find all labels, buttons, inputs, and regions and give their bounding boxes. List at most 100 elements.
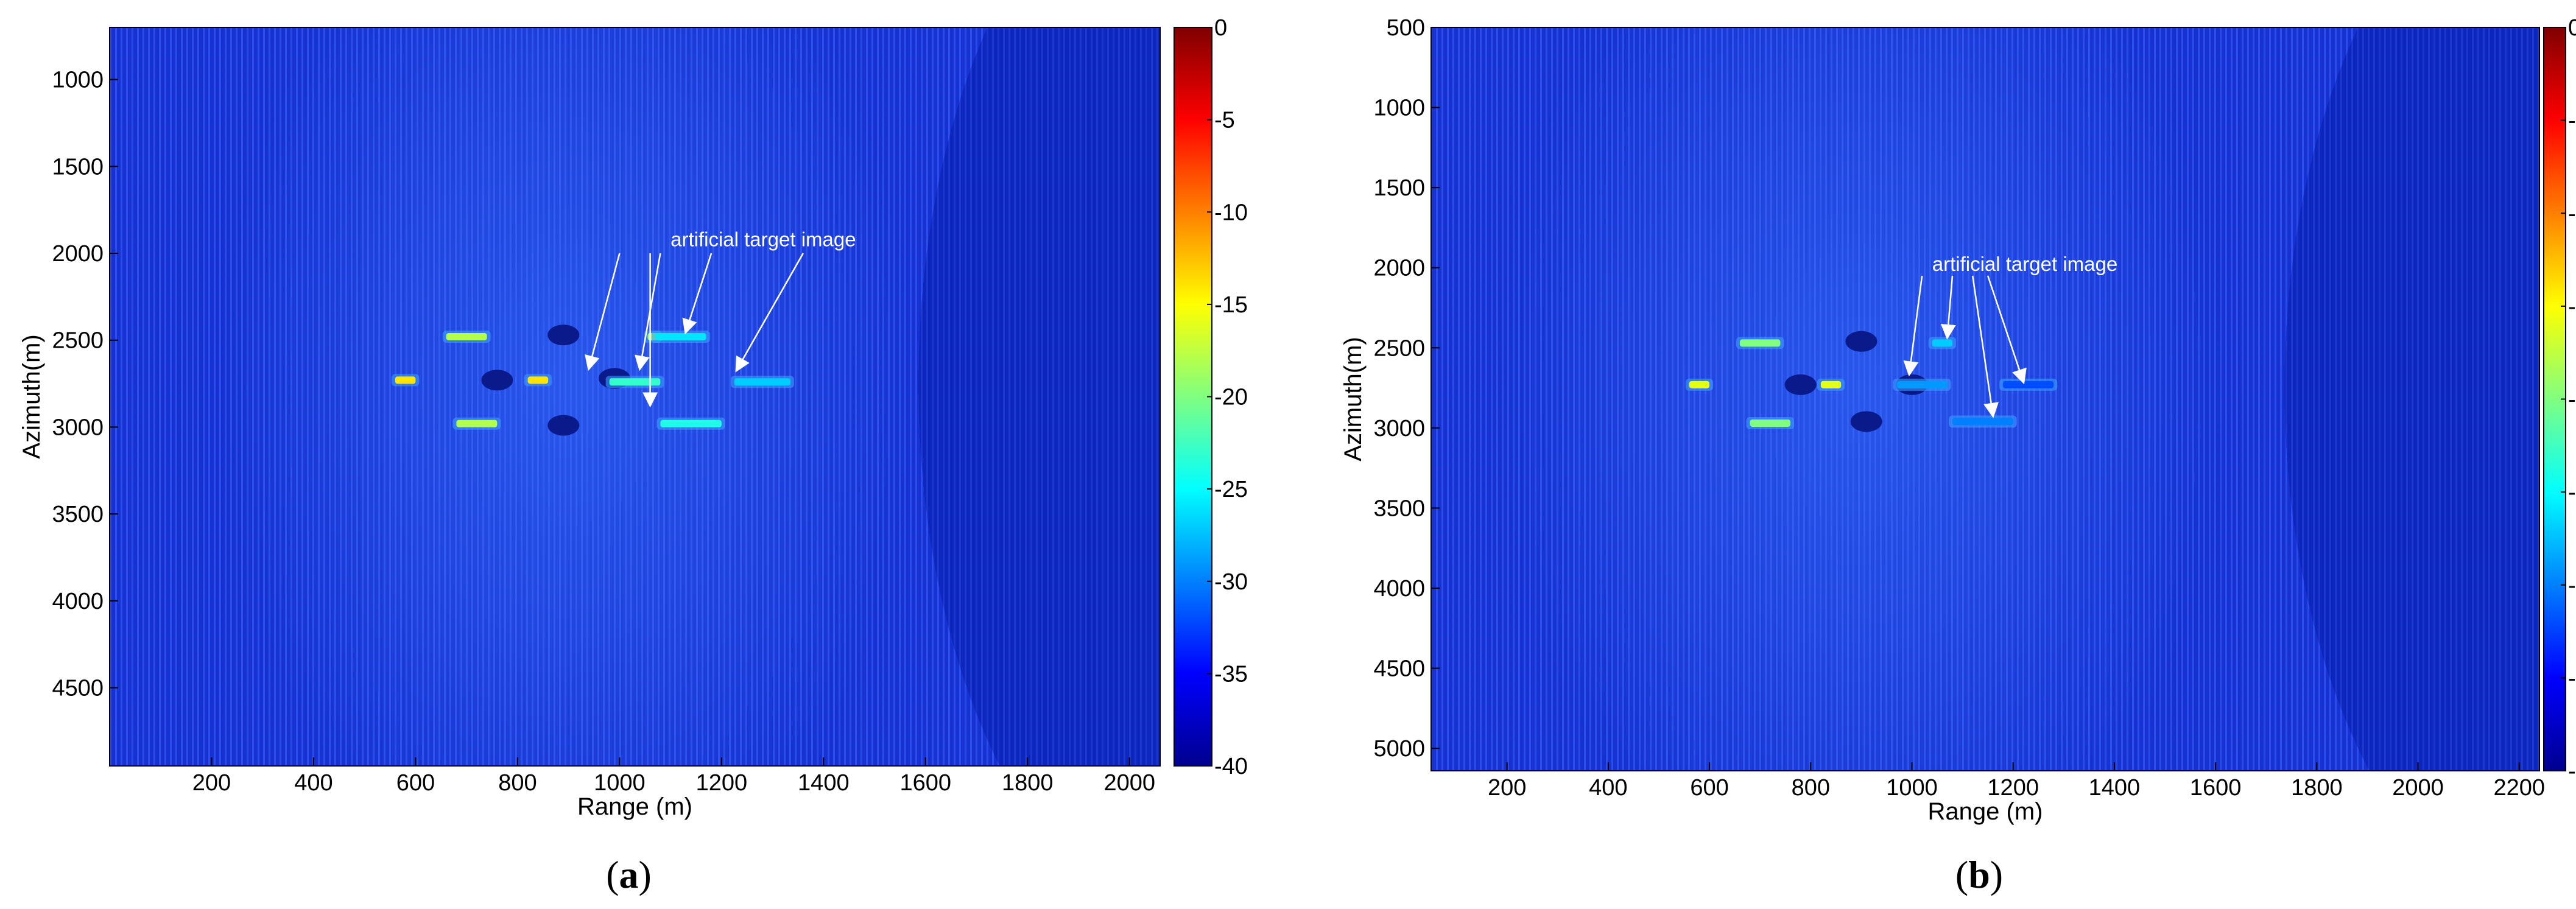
x-axis-label: Range (m): [577, 793, 692, 820]
x-tick-label-5: 1200: [696, 770, 748, 796]
target-5: [1896, 381, 1948, 388]
annotation-arrow-1: [1940, 275, 1956, 340]
target-8: [660, 419, 722, 427]
annotation-arrow-2: [682, 253, 713, 335]
y-tick-label-5: 3500: [52, 502, 104, 527]
target-2: [527, 376, 549, 384]
shadow-0: [547, 325, 580, 346]
x-tick-label-1: 400: [294, 770, 333, 796]
x-tick-label-5: 1200: [1987, 775, 2039, 801]
target-1: [1689, 381, 1710, 388]
y-tick-label-2: 2000: [52, 241, 104, 267]
target-3: [1750, 419, 1791, 427]
x-tick-label-8: 1800: [1002, 770, 1054, 796]
target-5: [655, 333, 706, 341]
colorbar-tick-label-4: -20: [2568, 387, 2576, 413]
y-tick-label-1: 1500: [52, 154, 104, 180]
heatmap-chart-a: artificial target image 200 400 600 800 1000 1…: [18, 15, 1248, 896]
colorbar-tick-label-8: -40: [1214, 754, 1248, 779]
shadow-1: [1784, 374, 1817, 395]
shadow-3: [1850, 411, 1882, 432]
y-tick-label-8: 4500: [1373, 656, 1425, 682]
colorbar-tick-label-3: -15: [2568, 294, 2576, 320]
annotation-label: artificial target image: [1932, 253, 2117, 275]
colorbar-tick-label-7: -35: [2568, 665, 2576, 691]
target-2: [1820, 381, 1842, 388]
colorbar-tick-label-2: -10: [1214, 200, 1248, 225]
y-tick-label-2: 1500: [1373, 175, 1425, 201]
colorbar-tick-label-1: -5: [1214, 108, 1235, 133]
dark-region: [2284, 27, 2539, 771]
panel-caption: (b): [1955, 853, 2003, 896]
shadow-1: [481, 370, 513, 391]
x-tick-label-3: 800: [1792, 775, 1830, 801]
y-tick-label-7: 4500: [52, 676, 104, 701]
y-tick-label-3: 2000: [1373, 256, 1425, 281]
x-axis-label: Range (m): [1928, 798, 2043, 825]
y-tick-label-6: 3500: [1373, 496, 1425, 521]
shadow-3: [547, 415, 580, 436]
plot-frame: [1431, 27, 2540, 771]
y-tick-label-0: 1000: [52, 68, 104, 93]
annotation-arrow-0: [1903, 275, 1923, 377]
y-tick-label-5: 3000: [1373, 416, 1425, 441]
x-tick-label-2: 600: [1690, 775, 1728, 801]
colorbar-tick-label-4: -20: [1214, 385, 1248, 410]
figure-panel-a: artificial target image 200 400 600 800 1000 1…: [0, 0, 1288, 906]
colorbar-tick-label-3: -15: [1214, 292, 1248, 318]
colorbar-tick-label-6: -30: [2568, 573, 2576, 598]
y-tick-label-0: 500: [1387, 15, 1425, 41]
x-tick-label-0: 200: [192, 770, 231, 796]
target-6: [609, 378, 661, 386]
colorbar-tick-label-2: -10: [2568, 201, 2576, 226]
panel-caption-letter: a: [619, 853, 639, 896]
x-tick-label-9: 2000: [1103, 770, 1155, 796]
colorbar-tick-label-0: 0: [1214, 15, 1227, 41]
y-tick-label-9: 5000: [1373, 736, 1425, 762]
colorbar: [1174, 27, 1212, 767]
annotation-arrow-0: [585, 253, 621, 371]
y-axis-label: Azimuth(m): [18, 334, 45, 458]
y-tick-label-6: 4000: [52, 589, 104, 614]
x-tick-label-7: 1600: [2190, 775, 2242, 801]
y-tick-label-1: 1000: [1373, 96, 1425, 121]
y-tick-label-4: 3000: [52, 415, 104, 440]
colorbar-tick-label-8: -40: [2568, 759, 2576, 784]
colorbar-tick-label-1: -5: [2568, 108, 2576, 134]
y-tick-label-7: 4000: [1373, 576, 1425, 602]
panel-caption-letter: b: [1968, 853, 1990, 896]
shadow-0: [1845, 331, 1877, 352]
target-4: [1932, 339, 1952, 347]
annotation-arrow-3: [735, 253, 804, 373]
dark-region: [918, 27, 1160, 766]
plot-area: artificial target image: [222, 27, 1160, 766]
colorbar-tick-label-7: -35: [1214, 661, 1248, 687]
figure-panel-b: artificial target image 200 400 600 800 1000 1…: [1288, 0, 2576, 906]
panel-caption: (a): [606, 853, 652, 896]
target-0: [446, 333, 487, 341]
colorbar-tick-label-6: -30: [1214, 569, 1248, 595]
annotation-arrow-3: [1987, 275, 2027, 385]
y-axis-label: Azimuth(m): [1340, 337, 1367, 461]
annotation-label: artificial target image: [670, 228, 856, 251]
x-tick-label-10: 2200: [2493, 775, 2545, 801]
x-tick-label-8: 1800: [2291, 775, 2343, 801]
colorbar-tick-label-5: -25: [1214, 477, 1248, 502]
target-0: [1739, 339, 1781, 347]
annotation-arrow-2: [1971, 275, 1999, 418]
x-tick-label-0: 200: [1488, 775, 1526, 801]
target-7: [734, 378, 790, 386]
x-tick-label-4: 1000: [1886, 775, 1938, 801]
colorbar-tick-label-5: -25: [2568, 480, 2576, 505]
x-tick-label-6: 1400: [798, 770, 850, 796]
plot-area: artificial target image: [1495, 27, 2539, 771]
x-tick-label-2: 600: [396, 770, 435, 796]
target-1: [395, 376, 416, 384]
heatmap-chart-b: artificial target image 200 400 600 800 1000 1…: [1340, 15, 2576, 896]
target-7: [1952, 418, 2013, 426]
y-tick-label-4: 2500: [1373, 335, 1425, 361]
plot-frame: [109, 27, 1161, 767]
x-tick-label-9: 2000: [2392, 775, 2444, 801]
x-tick-label-7: 1600: [900, 770, 952, 796]
colorbar-tick-label-0: 0: [2568, 15, 2576, 41]
